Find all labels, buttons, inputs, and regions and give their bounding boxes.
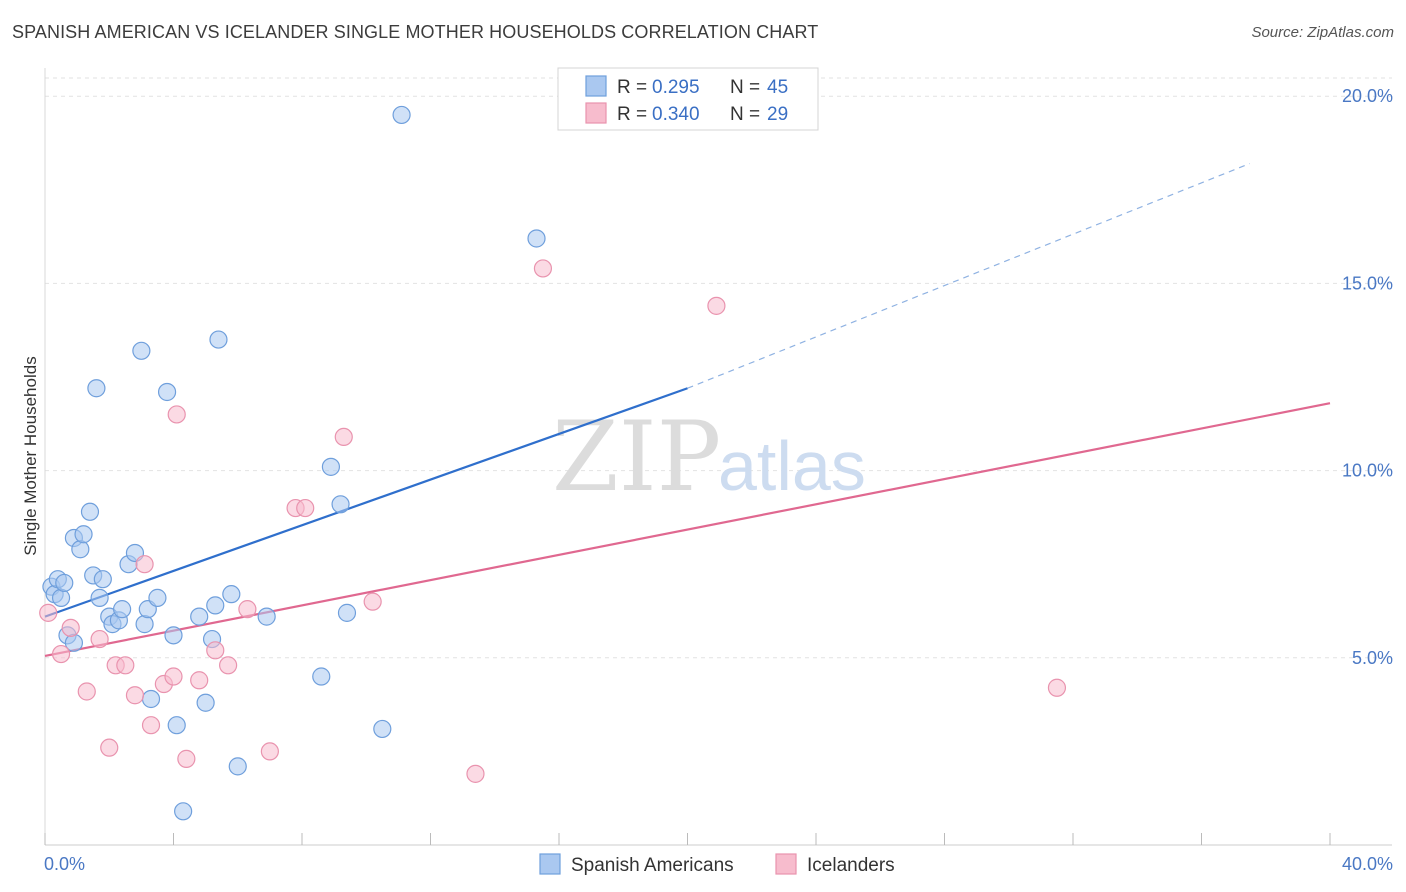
- spanish-american-point-30: [190, 607, 209, 626]
- spanish-american-point-8: [71, 540, 90, 559]
- spanish-american-point-4: [55, 573, 74, 593]
- grid-lines: [45, 77, 1392, 659]
- icelander-point-9: [135, 555, 154, 574]
- spanish-american-point-31: [196, 693, 215, 712]
- spanish-american-point-13: [90, 588, 109, 607]
- data-points: [39, 105, 1067, 821]
- spanish-american-point-21: [132, 341, 151, 360]
- spanish-american-point-22: [135, 615, 154, 634]
- spanish-american-point-24: [141, 689, 161, 709]
- icelander-point-19: [260, 742, 279, 761]
- icelander-point-4: [90, 629, 109, 649]
- icelander-point-24: [466, 764, 485, 783]
- watermark-zip: ZIP: [552, 401, 721, 513]
- legend-n-value-1: 45: [767, 77, 788, 98]
- legend-n-value-2: 29: [767, 104, 788, 125]
- legend-swatch-icelanders: [585, 102, 607, 124]
- legend-swatch-spanish-americans: [585, 75, 607, 97]
- icelander-point-15: [190, 671, 209, 690]
- chart-title: SPANISH AMERICAN VS ICELANDER SINGLE MOT…: [12, 22, 819, 42]
- icelander-point-2: [61, 618, 80, 637]
- spanish-american-point-10: [80, 502, 100, 521]
- spanish-american-point-36: [228, 757, 247, 776]
- icelander-point-17: [219, 656, 238, 675]
- icelander-point-22: [334, 427, 353, 447]
- spanish-american-point-33: [206, 596, 225, 615]
- spanish-american-point-43: [392, 105, 411, 125]
- x-tick-label-1: 40.0%: [1342, 854, 1393, 874]
- spanish-american-point-39: [321, 457, 341, 476]
- icelander-point-21: [296, 498, 315, 518]
- y-tick-label-3: 20.0%: [1342, 86, 1393, 106]
- spanish-american-point-3: [51, 588, 71, 607]
- icelander-point-14: [177, 749, 196, 768]
- spanish-american-point-12: [87, 379, 106, 398]
- icelander-point-13: [167, 405, 186, 424]
- icelander-point-18: [238, 600, 257, 619]
- legend-r-label-2: R =: [617, 104, 647, 125]
- legend-r-value-2: 0.340: [652, 104, 700, 125]
- icelander-point-10: [141, 716, 161, 735]
- watermark-atlas: atlas: [718, 427, 866, 505]
- legend: R = 0.295 N = 45 R = 0.340 N = 29: [557, 67, 819, 131]
- icelander-point-27: [1047, 678, 1067, 697]
- spanish-american-point-37: [257, 607, 276, 626]
- spanish-american-trend-extension: [687, 163, 1250, 389]
- spanish-american-point-25: [148, 588, 167, 607]
- spanish-american-point-29: [174, 802, 193, 821]
- y-tick-label-2: 15.0%: [1342, 273, 1393, 293]
- spanish-american-trend-line: [44, 387, 688, 618]
- bottom-legend-swatch-icelanders: [775, 853, 797, 875]
- y-axis-label: Single Mother Households: [21, 356, 40, 555]
- spanish-american-point-9: [74, 525, 93, 544]
- icelander-point-1: [51, 644, 71, 664]
- axes: [44, 68, 1392, 846]
- legend-n-label-2: N =: [730, 104, 760, 125]
- spanish-american-point-44: [527, 229, 546, 248]
- spanish-american-point-14: [93, 570, 112, 589]
- icelander-point-0: [39, 603, 58, 622]
- x-tick-label-0: 0.0%: [44, 854, 85, 874]
- bottom-legend-swatch-spanish-americans: [539, 853, 561, 875]
- bottom-legend-label-icelanders: Icelanders: [807, 855, 895, 876]
- y-tick-label-0: 5.0%: [1352, 648, 1393, 668]
- legend-r-value-1: 0.295: [652, 77, 700, 98]
- icelander-point-16: [206, 641, 225, 660]
- watermark: ZIP atlas: [552, 401, 866, 513]
- icelander-point-3: [77, 682, 96, 701]
- legend-r-label-1: R =: [617, 77, 647, 98]
- spanish-american-point-27: [164, 626, 183, 645]
- spanish-american-point-35: [222, 585, 241, 604]
- icelander-point-5: [100, 738, 119, 757]
- spanish-american-point-38: [312, 667, 331, 686]
- icelander-point-26: [707, 296, 726, 315]
- icelander-point-8: [125, 686, 145, 705]
- spanish-american-point-18: [112, 600, 132, 619]
- spanish-american-point-34: [209, 330, 228, 349]
- source-label: Source: ZipAtlas.com: [1251, 24, 1394, 41]
- spanish-american-point-28: [167, 716, 186, 735]
- y-tick-label-1: 10.0%: [1342, 461, 1393, 481]
- spanish-american-point-41: [337, 603, 357, 622]
- icelander-point-25: [533, 259, 553, 278]
- spanish-american-point-42: [373, 719, 392, 739]
- bottom-legend-label-spanish-americans: Spanish Americans: [571, 855, 734, 876]
- spanish-american-point-26: [157, 382, 177, 402]
- icelander-point-12: [164, 667, 183, 686]
- legend-n-label-1: N =: [730, 77, 760, 98]
- icelander-point-7: [116, 656, 135, 675]
- bottom-legend: Spanish Americans Icelanders: [539, 853, 895, 876]
- spanish-american-point-40: [331, 495, 350, 514]
- tick-labels: 5.0% 10.0% 15.0% 20.0% 0.0% 40.0%: [44, 86, 1393, 874]
- icelander-point-23: [363, 592, 382, 611]
